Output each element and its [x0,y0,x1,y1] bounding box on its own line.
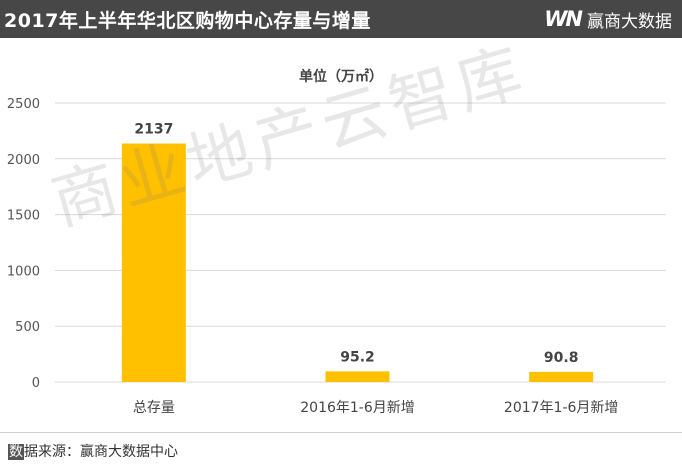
y-tick-label: 2500 [7,97,40,112]
y-tick-label: 500 [15,320,40,335]
page-title: 2017年上半年华北区购物中心存量与增量 [4,10,371,32]
source-text: 据来源：赢商大数据中心 [24,444,178,460]
brand-logo-icon: WN [544,7,583,31]
y-tick-label: 0 [32,376,40,391]
footer-divider [0,432,682,433]
chart-unit-title: 单位（万㎡） [299,69,383,85]
data-label: 95.2 [340,349,375,365]
y-tick-label: 2000 [7,153,40,168]
bar [529,371,594,382]
bar [121,143,186,382]
x-tick-label: 总存量 [133,400,175,416]
y-tick-label: 1500 [7,209,40,224]
bar [325,371,390,382]
source-note: 数据来源：赢商大数据中心 [8,441,178,461]
data-label: 90.8 [544,350,579,366]
x-tick-label: 2017年1-6月新增 [504,400,619,416]
source-lead: 数 [8,444,24,460]
y-tick-label: 1000 [7,264,40,279]
x-tick-label: 2016年1-6月新增 [300,400,415,416]
header-bar: 2017年上半年华北区购物中心存量与增量 WN 赢商大数据 [0,0,682,38]
brand: WN 赢商大数据 [544,7,672,32]
brand-name: 赢商大数据 [587,11,672,32]
data-label: 2137 [134,122,173,138]
